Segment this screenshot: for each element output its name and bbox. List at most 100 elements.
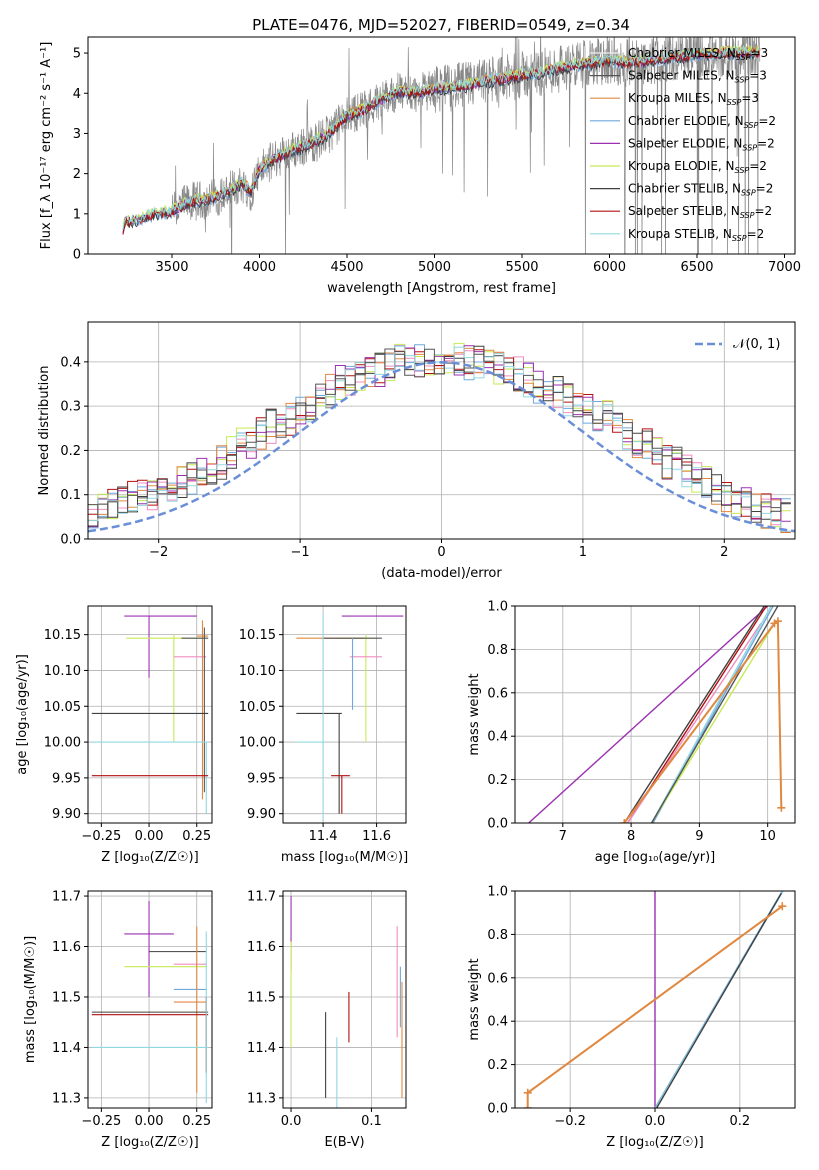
legend-label-sub: SSP	[735, 76, 750, 85]
age_vs_mass-xtick-label: 11.4	[309, 829, 338, 844]
mass_vs_Z-frame	[87, 890, 213, 1109]
weight_vs_age-ytick-label: 0.2	[487, 773, 508, 788]
weight_vs_age-line-kroupa_elodie	[651, 623, 776, 823]
legend-label-sub: SSP	[741, 189, 756, 198]
weight_vs_age-series	[528, 606, 786, 823]
weight_vs_Z-ylabel: mass weight	[467, 958, 482, 1040]
age_vs_mass-xlabel: mass [log₁₀(M/M☉)]	[281, 850, 408, 865]
residuals-ytick-label: 0.4	[60, 355, 81, 370]
legend-label-tail: =2	[747, 227, 765, 241]
spectrum-ticks: 3500 4000 4500 5000 5500 6000 6500 7000 0 1 2 3 4 5 wa…	[39, 36, 801, 296]
spectrum-xlabel: wavelength [Angstrom, rest frame]	[327, 281, 556, 296]
weight_vs_Z-ytick-label: 0.2	[487, 1058, 508, 1073]
legend-label-sub: SSP	[740, 211, 755, 220]
legend-label-main: Chabrier MILES, N	[628, 46, 736, 60]
age_vs_mass-ticks: 11.4 11.6 9.90 9.95 10.00 10.05 10.10 10.15 mass…	[239, 605, 408, 865]
age_vs_mass-ytick-label: 10.00	[239, 736, 276, 751]
weight_vs_age-ylabel: mass weight	[467, 673, 482, 755]
residuals-xtick-label: 1	[579, 545, 587, 560]
age_vs_Z-xlabel: Z [log₁₀(Z/Z☉)]	[101, 850, 198, 865]
weight_vs_Z-series	[523, 891, 787, 1108]
mass_vs_ebv-frame	[282, 890, 407, 1109]
residuals-hist-kroupa_miles	[88, 347, 791, 539]
spectrum-xtick-label: 5500	[505, 260, 538, 275]
age_vs_mass-ytick-label: 10.15	[239, 628, 276, 643]
weight_vs_Z-ytick-label: 0.0	[487, 1102, 508, 1117]
mass_vs_ebv-ytick-label: 11.6	[247, 940, 276, 955]
mass_vs_ebv-series	[290, 896, 403, 1108]
weight_vs_age-ytick-label: 1.0	[487, 600, 508, 615]
mass_vs_Z-ytick-label: 11.5	[52, 990, 81, 1005]
weight_vs_age-ytick-label: 0.0	[487, 817, 508, 832]
residuals-hist-pink	[88, 350, 791, 539]
spectrum-ytick-label: 0	[73, 248, 81, 263]
spectrum-xtick-label: 7000	[768, 260, 801, 275]
residuals-ytick-label: 0.2	[60, 444, 81, 459]
legend-label-sub: SSP	[744, 121, 759, 130]
weight_vs_Z-ytick-label: 0.4	[487, 1015, 508, 1030]
spectrum-legend-label: Chabrier MILES, NSSP=3	[628, 46, 768, 62]
mass_vs_ebv-ytick-label: 11.5	[247, 990, 276, 1005]
weight_vs_age-marker-kroupa_miles	[773, 617, 782, 626]
weight_vs_Z-line-chabrier_stelib	[656, 892, 783, 1108]
weight_vs_Z-xtick-label: 0.0	[645, 1114, 666, 1129]
weight_vs_age-line-salpeter_elodie	[528, 606, 769, 823]
spectrum-ytick-label: 3	[73, 127, 81, 142]
weight_vs_age-xtick-label: 7	[559, 829, 567, 844]
weight_vs_age-xlabel: age [log₁₀(age/yr)]	[595, 850, 716, 865]
spectrum-legend-label: Kroupa ELODIE, NSSP=2	[628, 159, 767, 175]
legend-label-tail: =2	[756, 182, 774, 196]
legend-label-main: Salpeter ELODIE, N	[628, 136, 742, 150]
weight_vs_Z-xtick-label: 0.2	[730, 1114, 751, 1129]
age_vs_Z-ytick-label: 10.15	[44, 628, 81, 643]
legend-label-sub: SSP	[742, 143, 757, 152]
legend-label-main: Salpeter STELIB, N	[628, 204, 740, 218]
age_vs_mass-ytick-label: 10.10	[239, 664, 276, 679]
weight_vs_age-xtick-label: 10	[759, 829, 776, 844]
residuals-ytick-label: 0.1	[60, 488, 81, 503]
spectrum-xtick-label: 6500	[680, 260, 713, 275]
residuals-hist-kroupa_stelib	[88, 345, 791, 539]
residuals-hist-salpeter_stelib	[88, 349, 791, 539]
age_vs_mass-frame	[282, 605, 407, 824]
age_vs_Z-xtick-label: 0.25	[182, 829, 211, 844]
mass_vs_ebv-ytick-label: 11.7	[247, 890, 276, 905]
age_vs_Z-ytick-label: 10.05	[44, 700, 81, 715]
mass_vs_Z-ytick-label: 11.3	[52, 1091, 81, 1106]
age_vs_mass-ytick-label: 9.90	[247, 807, 276, 822]
residuals-xlabel: (data-model)/error	[381, 566, 502, 581]
age_vs_Z-frame	[87, 605, 213, 824]
weight_vs_Z-ytick-label: 1.0	[487, 885, 508, 900]
spectrum-frame	[87, 36, 796, 255]
spectrum-legend-label: Kroupa STELIB, NSSP=2	[628, 227, 764, 243]
spectrum-legend-label: Kroupa MILES, NSSP=3	[628, 91, 759, 107]
residuals-ytick-label: 0.0	[60, 533, 81, 548]
age_vs_Z-ytick-label: 9.95	[52, 771, 81, 786]
weight_vs_Z-ytick-label: 0.8	[487, 928, 508, 943]
mass_vs_ebv-xlabel: E(B-V)	[324, 1135, 364, 1150]
weight_vs_age-xtick-label: 9	[695, 829, 703, 844]
spectrum-ytick-label: 2	[73, 167, 81, 182]
age_vs_Z-ylabel: age [log₁₀(age/yr)]	[15, 654, 30, 775]
weight_vs_Z-marker-kroupa_miles	[523, 1088, 532, 1097]
spectrum-legend-label: Salpeter MILES, NSSP=3	[628, 69, 767, 85]
mass_vs_Z-series	[91, 901, 209, 1103]
residuals-hist-chabrier_stelib	[88, 345, 791, 539]
residuals-hist-kroupa_elodie	[88, 342, 791, 539]
residuals-legend-label: 𝒩(0, 1)	[733, 337, 780, 352]
weight_vs_age-marker-kroupa_miles	[620, 819, 629, 823]
spectrum-xtick-label: 3500	[155, 260, 188, 275]
legend-label-main: Salpeter MILES, N	[628, 69, 735, 83]
age_vs_Z-xtick-label: 0.00	[135, 829, 164, 844]
legend-label-tail: =3	[750, 46, 768, 60]
weight_vs_age-line-salpeter_miles	[650, 606, 779, 823]
spectrum-series	[122, 37, 761, 254]
residuals-ylabel: Normed distribution	[37, 366, 52, 496]
spectrum-ytick-label: 5	[73, 47, 81, 62]
legend-label-main: Chabrier STELIB, N	[628, 182, 741, 196]
mass_vs_Z-xtick-label: 0.00	[135, 1114, 164, 1129]
weight_vs_age-frame	[514, 605, 796, 824]
spectrum-legend-label: Chabrier STELIB, NSSP=2	[628, 182, 773, 198]
legend-label-tail: =3	[749, 69, 767, 83]
